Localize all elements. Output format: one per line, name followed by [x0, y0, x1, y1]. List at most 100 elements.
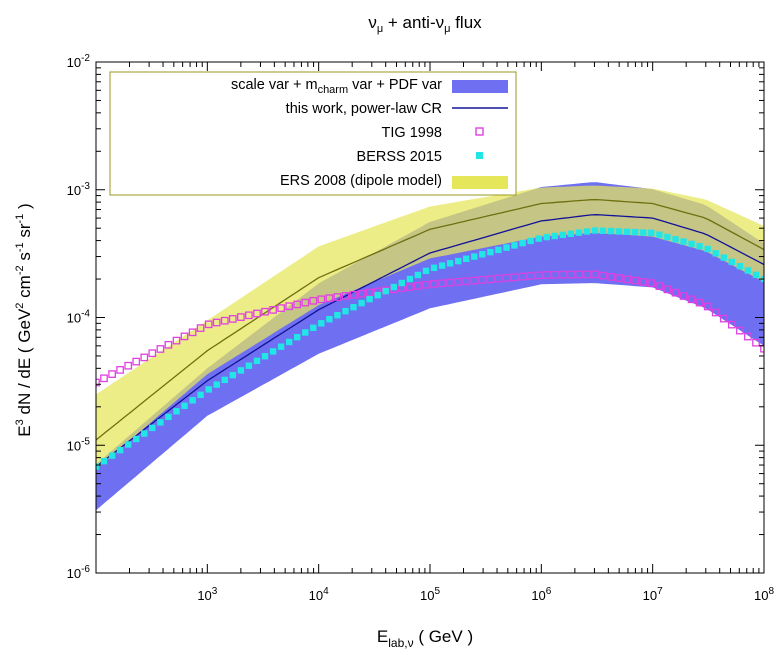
- berss-2015-point: [551, 232, 558, 240]
- berss-2015-point: [599, 227, 607, 234]
- berss-2015-point: [728, 258, 735, 266]
- berss-2015-point: [229, 371, 236, 379]
- berss-2015-point: [157, 419, 164, 426]
- series-line-3: [96, 214, 764, 468]
- tig-1998-point: [293, 300, 302, 309]
- tig-1998-point: [647, 279, 656, 288]
- berss-2015-point: [213, 381, 220, 388]
- tig-1998-point: [663, 285, 672, 294]
- berss-2015-point: [519, 239, 526, 247]
- tig-1998-point: [534, 271, 543, 280]
- legend-label-berss-2015: BERSS 2015: [357, 149, 442, 165]
- berss-2015-point: [567, 230, 574, 237]
- tig-1998-point: [655, 282, 664, 290]
- berss-2015-point: [302, 329, 309, 336]
- berss-2015-point: [382, 287, 389, 295]
- tig-1998-point: [615, 274, 623, 282]
- legend-label-this-work: this work, power-law CR: [286, 101, 442, 117]
- berss-2015-point: [680, 238, 687, 245]
- tig-1998-point: [309, 296, 318, 305]
- berss-2015-point: [350, 304, 357, 311]
- tig-1998-point: [253, 309, 261, 318]
- series-band-1: [96, 185, 764, 470]
- tig-1998-point: [703, 302, 712, 311]
- series-line-2: [96, 198, 764, 441]
- tig-1998-point: [285, 302, 294, 311]
- x-tick-label: 103: [197, 586, 217, 603]
- tig-1998-point: [591, 270, 599, 279]
- tig-1998-point: [583, 270, 591, 279]
- berss-2015-point: [575, 229, 583, 236]
- y-tick-label: 10-4: [67, 309, 91, 326]
- tig-1998-point: [566, 270, 575, 279]
- berss-2015-point: [487, 248, 494, 256]
- tig-1998-point: [100, 374, 108, 383]
- berss-2015-point: [615, 228, 623, 235]
- tig-1998-point: [510, 273, 519, 282]
- berss-2015-point: [720, 254, 727, 261]
- berss-2015-point: [294, 334, 301, 341]
- berss-2015-point: [342, 308, 349, 315]
- tig-1998-point: [454, 278, 463, 286]
- tig-1998-point: [639, 278, 648, 286]
- berss-2015-point: [744, 267, 752, 274]
- tig-1998-point: [220, 316, 229, 325]
- tig-1998-point: [333, 293, 342, 301]
- berss-2015-point: [640, 229, 647, 236]
- tig-1998-point: [406, 283, 414, 291]
- tig-1998-point: [599, 271, 607, 280]
- berss-2015-point: [664, 233, 671, 241]
- tig-1998-point: [623, 275, 632, 284]
- tig-1998-point: [228, 315, 237, 323]
- berss-2015-point: [141, 430, 148, 437]
- berss-2015-point: [366, 295, 373, 303]
- berss-2015-point: [374, 291, 381, 299]
- y-tick-label: 10-3: [67, 181, 91, 198]
- tig-1998-point: [671, 288, 680, 297]
- berss-2015-point: [559, 231, 566, 239]
- berss-2015-point: [736, 263, 744, 270]
- tig-1998-point: [736, 326, 744, 335]
- legend-box: [109, 71, 517, 196]
- berss-2015-point: [406, 275, 414, 283]
- legend-label-ers-2008: ERS 2008 (dipole model): [280, 173, 442, 189]
- x-tick-label: 107: [643, 586, 663, 603]
- y-tick-label: 10-5: [67, 436, 91, 453]
- berss-2015-point: [471, 253, 478, 260]
- berss-2015-point: [165, 413, 172, 421]
- berss-2015-point: [446, 260, 454, 267]
- tig-1998-point: [695, 298, 704, 307]
- berss-2015-point: [189, 397, 196, 404]
- legend-swatch-berss-2015: [476, 152, 483, 159]
- tig-1998-point: [679, 292, 688, 300]
- x-tick-label: 104: [309, 586, 329, 603]
- berss-2015-point: [390, 283, 397, 291]
- tig-1998-point: [446, 278, 454, 287]
- berss-2015-point: [696, 243, 703, 250]
- berss-2015-point: [422, 267, 430, 275]
- berss-2015-point: [535, 235, 542, 242]
- tig-1998-point: [188, 328, 197, 337]
- tig-1998-point: [526, 272, 535, 280]
- berss-2015-point: [430, 264, 438, 271]
- chart-title: νμ + anti-νμ flux: [368, 13, 482, 35]
- tig-1998-point: [277, 304, 285, 312]
- legend: scale var + mcharm var + PDF var this wo…: [109, 71, 517, 196]
- tig-1998-point: [542, 271, 551, 279]
- berss-2015-point: [197, 391, 204, 398]
- tig-1998-point: [744, 332, 752, 341]
- berss-2015-point: [543, 233, 550, 241]
- tig-1998-point: [156, 345, 165, 353]
- legend-label-model-band: scale var + mcharm var + PDF var: [231, 77, 442, 96]
- berss-2015-point: [261, 353, 269, 360]
- berss-2015-point: [455, 257, 462, 265]
- tig-1998-point: [164, 340, 173, 349]
- x-axis-label: Elab,ν ( GeV ): [377, 627, 473, 650]
- tig-1998-point: [132, 357, 141, 366]
- tig-1998-point: [518, 272, 527, 281]
- tig-1998-point: [301, 298, 310, 307]
- berss-2015-point: [672, 236, 679, 243]
- x-tick-label: 106: [531, 586, 551, 603]
- tig-1998-point: [494, 274, 503, 283]
- berss-2015-point: [326, 316, 333, 323]
